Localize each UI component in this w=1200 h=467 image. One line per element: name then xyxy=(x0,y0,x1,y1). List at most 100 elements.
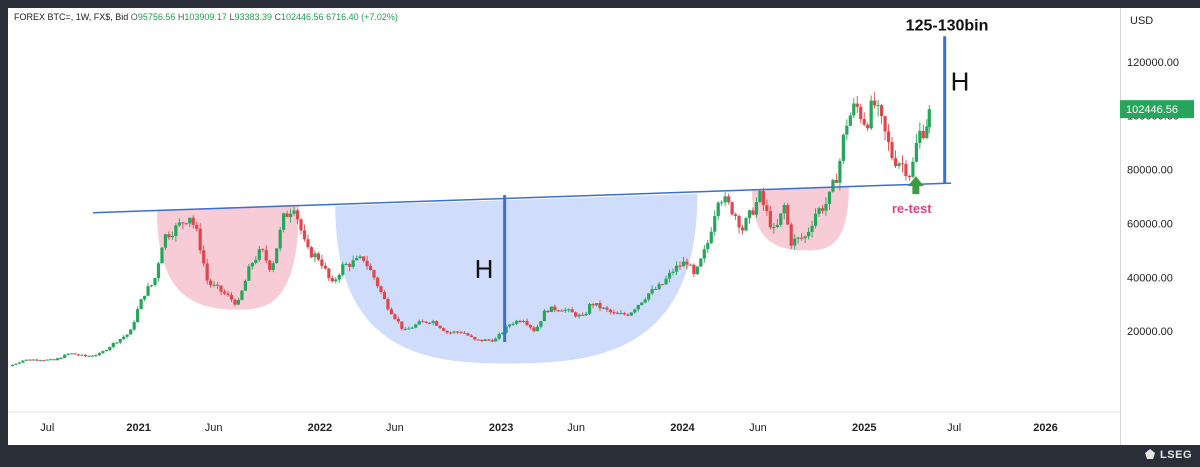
candle-body xyxy=(727,196,731,203)
candle-body xyxy=(834,179,839,183)
candle-body xyxy=(268,260,272,270)
candle-body xyxy=(768,210,772,228)
candle-body xyxy=(567,309,571,311)
retest-arrow-icon xyxy=(907,176,924,195)
candle-body xyxy=(334,279,338,282)
candle-body xyxy=(254,259,258,263)
candle-body xyxy=(751,210,755,215)
candle-body xyxy=(584,313,588,316)
right-shoulder-fill xyxy=(751,187,849,251)
candle-body xyxy=(421,321,425,323)
candle-body xyxy=(156,263,161,278)
candle-body xyxy=(132,322,136,330)
candle-body xyxy=(299,219,303,231)
close-value: 102446.56 xyxy=(281,12,324,22)
candle-body xyxy=(441,328,446,331)
candle-body xyxy=(351,260,355,267)
candle-body xyxy=(309,247,314,258)
candle-body xyxy=(362,256,366,261)
candle-body xyxy=(288,213,293,217)
candle-body xyxy=(883,116,887,132)
candle-body xyxy=(163,234,168,248)
candle-body xyxy=(87,355,91,357)
candle-body xyxy=(69,353,74,355)
candle-body xyxy=(243,280,247,291)
candle-body xyxy=(17,362,22,364)
symbol-header: FOREX BTC=, 1W, FX$, Bid O95756.56 H1039… xyxy=(14,12,398,22)
candle-body xyxy=(142,295,147,300)
candle-body xyxy=(918,130,922,143)
candle-body xyxy=(709,231,713,244)
candle-body xyxy=(28,359,32,361)
candle-body xyxy=(417,321,421,325)
candle-body xyxy=(226,293,230,296)
candle-body xyxy=(820,208,825,211)
candle-body xyxy=(63,354,67,358)
close-label: C xyxy=(274,12,282,22)
candle-body xyxy=(198,228,202,251)
candle-body xyxy=(167,234,171,238)
candle-body xyxy=(372,270,376,278)
candle-body xyxy=(462,332,467,334)
candle-body xyxy=(129,329,133,335)
candle-body xyxy=(862,118,866,125)
left-shoulder-fill xyxy=(156,204,300,310)
currency-label: USD xyxy=(1130,15,1153,27)
candle-body xyxy=(487,339,491,341)
candle-body xyxy=(209,280,213,286)
candle-body xyxy=(532,327,536,332)
candle-body xyxy=(497,333,501,339)
candle-body xyxy=(927,109,931,128)
candle-body xyxy=(393,314,397,319)
candle-body xyxy=(136,309,140,323)
candle-body xyxy=(382,291,387,299)
candle-body xyxy=(626,314,630,316)
candle-body xyxy=(733,214,738,216)
target-height-label: H xyxy=(951,66,970,96)
candle-body xyxy=(10,364,15,367)
price-axis[interactable] xyxy=(1120,8,1200,445)
candle-body xyxy=(90,355,95,357)
candle-body xyxy=(49,359,53,361)
y-tick-label: 20000.00 xyxy=(1127,326,1173,338)
candle-body xyxy=(177,222,181,226)
candle-body xyxy=(410,327,414,329)
x-tick-label: Jun xyxy=(567,422,585,434)
candle-body xyxy=(793,238,797,246)
candle-body xyxy=(431,321,435,323)
candle-body xyxy=(240,290,244,300)
candle-body xyxy=(122,336,126,340)
candle-body xyxy=(775,224,779,228)
candle-body xyxy=(612,312,616,314)
candle-body xyxy=(514,320,519,324)
candle-body xyxy=(807,231,811,237)
candle-body xyxy=(866,124,870,129)
x-tick-label: Jul xyxy=(947,422,961,434)
candle-body xyxy=(848,115,852,126)
candle-body xyxy=(428,322,432,324)
candle-body xyxy=(716,202,720,217)
candle-body xyxy=(379,286,383,292)
candle-body xyxy=(852,103,856,116)
candle-body xyxy=(692,264,696,275)
retest-label: re-test xyxy=(892,201,932,216)
candle-body xyxy=(257,249,261,260)
candle-body xyxy=(831,179,835,192)
candle-body xyxy=(601,307,606,309)
candle-body xyxy=(212,284,216,286)
candle-body xyxy=(149,285,154,287)
candle-body xyxy=(747,210,752,219)
candle-body xyxy=(904,163,908,177)
candle-body xyxy=(521,320,526,323)
candle-body xyxy=(233,299,237,305)
candle-body xyxy=(907,176,912,178)
x-tick-label: 2023 xyxy=(489,422,513,434)
x-tick-label: 2026 xyxy=(1033,422,1057,434)
candle-body xyxy=(723,196,727,203)
symbol-info[interactable]: FOREX BTC=, 1W, FX$, Bid xyxy=(14,12,129,22)
candle-body xyxy=(695,266,699,275)
candle-body xyxy=(563,309,567,311)
candle-body xyxy=(31,359,35,361)
x-tick-label: 2024 xyxy=(670,422,695,434)
